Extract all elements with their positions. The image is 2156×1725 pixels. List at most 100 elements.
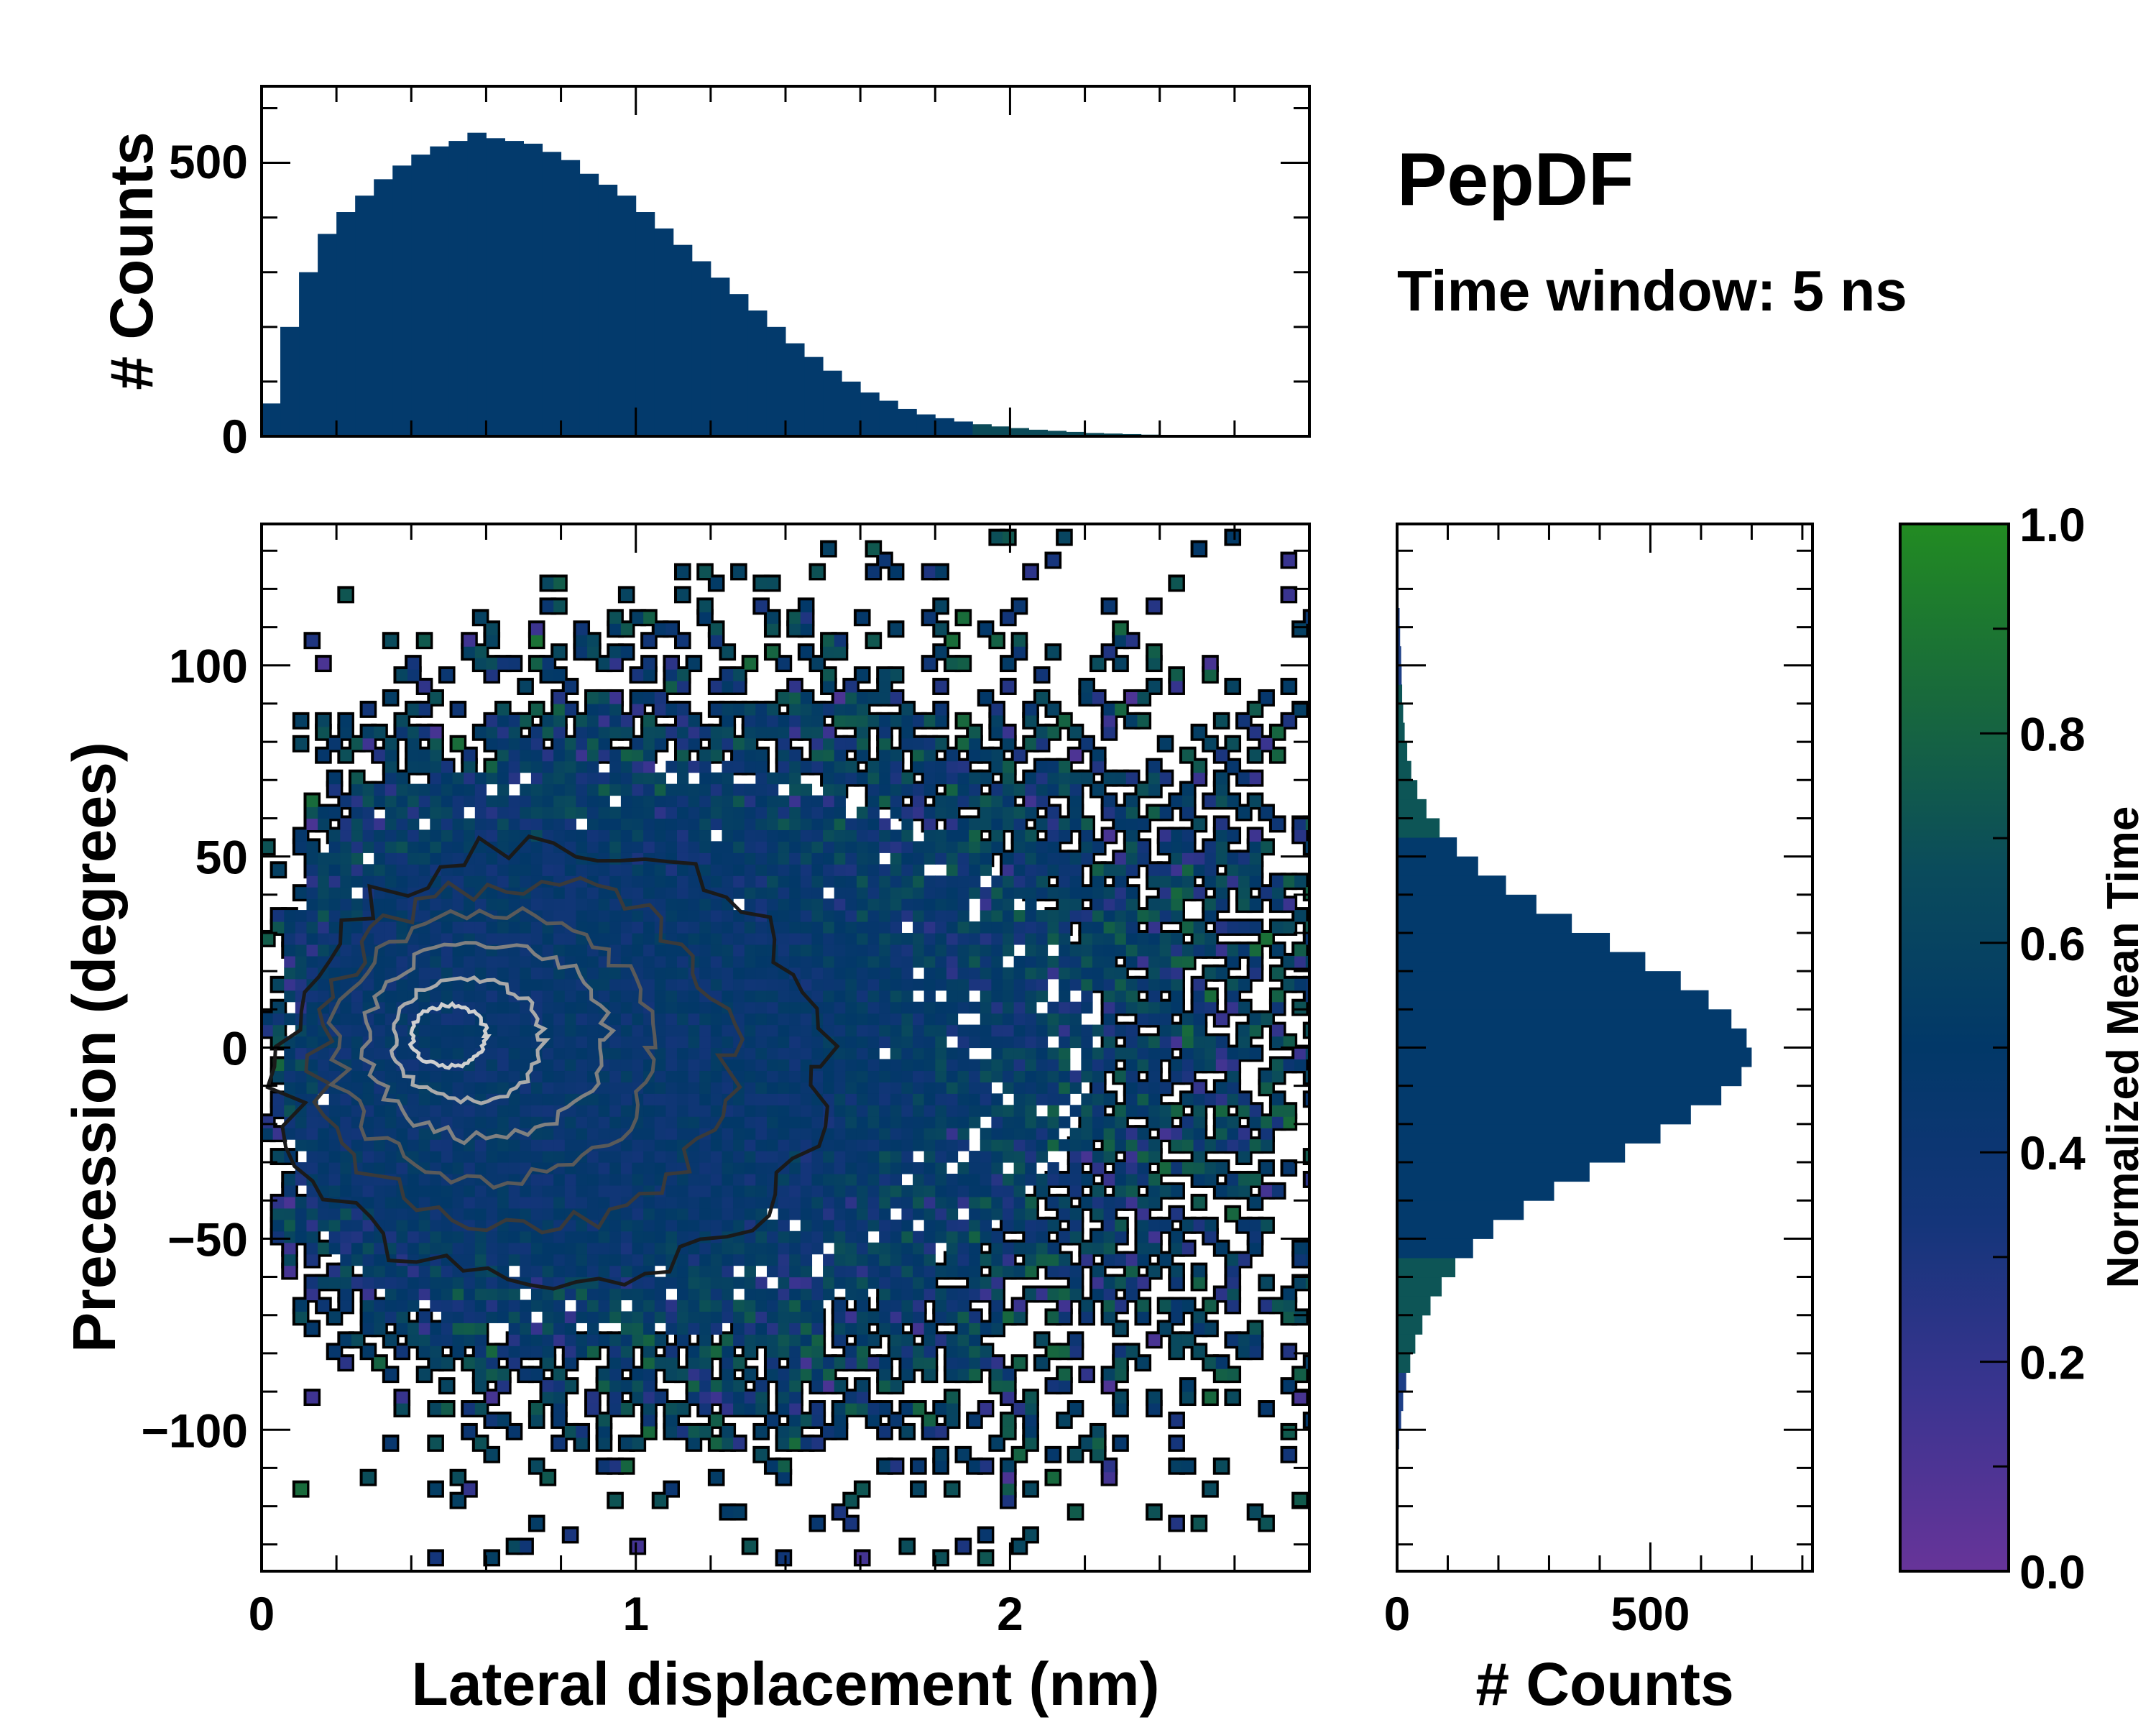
heatmap-cell xyxy=(542,669,554,681)
heatmap-cell xyxy=(665,1368,678,1381)
heatmap-cell xyxy=(351,1230,364,1243)
heatmap-cell xyxy=(766,1322,779,1335)
heatmap-cell xyxy=(654,1013,666,1026)
heatmap-cell xyxy=(328,967,341,980)
heatmap-cell xyxy=(710,932,723,945)
heatmap-cell xyxy=(643,772,655,785)
heatmap-cell xyxy=(766,772,779,785)
heatmap-cell xyxy=(744,1230,756,1243)
heatmap-cell xyxy=(800,1093,813,1105)
heatmap-cell xyxy=(486,623,498,635)
heatmap-cell xyxy=(722,646,734,658)
heatmap-cell xyxy=(328,887,341,899)
heatmap-cell xyxy=(789,829,801,842)
heatmap-cell xyxy=(474,1311,487,1323)
heatmap-cell xyxy=(553,864,566,876)
heatmap-cell xyxy=(744,1116,756,1128)
heatmap-cell xyxy=(441,818,453,831)
heatmap-cell xyxy=(867,566,880,579)
heatmap-cell xyxy=(598,1196,610,1209)
heatmap-cell xyxy=(800,1047,813,1060)
heatmap-cell xyxy=(823,1219,835,1232)
heatmap-cell xyxy=(789,1059,801,1072)
heatmap-cell xyxy=(766,887,779,899)
heatmap-cell xyxy=(542,600,554,612)
heatmap-cell xyxy=(710,783,723,796)
heatmap-cell xyxy=(598,990,610,1003)
heatmap-cell xyxy=(620,1311,633,1323)
heatmap-cell xyxy=(845,1494,857,1507)
heatmap-cell xyxy=(306,910,318,922)
heatmap-cell xyxy=(553,806,566,819)
heatmap-cell xyxy=(722,1392,734,1404)
heatmap-cell xyxy=(632,910,644,922)
heatmap-cell xyxy=(340,864,352,876)
heatmap-cell xyxy=(609,898,622,911)
heatmap-cell xyxy=(845,1276,857,1289)
heatmap-cell xyxy=(766,714,779,727)
heatmap-cell xyxy=(464,1208,476,1220)
heatmap-cell xyxy=(688,1288,700,1301)
heatmap-cell xyxy=(407,978,420,991)
heatmap-cell xyxy=(766,1139,779,1151)
heatmap-cell xyxy=(688,1082,700,1094)
heatmap-cell xyxy=(834,806,846,819)
heatmap-cell xyxy=(295,841,308,853)
heatmap-cell xyxy=(867,910,880,922)
heatmap-cell xyxy=(520,714,532,727)
heatmap-cell xyxy=(778,1437,790,1450)
heatmap-cell xyxy=(396,1219,408,1232)
heatmap-cell xyxy=(856,749,869,762)
heatmap-cell xyxy=(856,691,869,704)
heatmap-cell xyxy=(328,910,341,922)
heatmap-cell xyxy=(665,875,678,888)
heatmap-cell xyxy=(643,1254,655,1266)
heatmap-cell xyxy=(620,589,633,601)
heatmap-cell xyxy=(744,1162,756,1174)
heatmap-cell xyxy=(530,703,543,716)
heatmap-cell xyxy=(654,841,666,853)
heatmap-cell xyxy=(553,577,566,589)
heatmap-cell xyxy=(318,978,330,991)
heatmap-cell xyxy=(564,1070,576,1082)
heatmap-cell xyxy=(856,887,869,899)
heatmap-cell xyxy=(564,944,576,957)
heatmap-cell xyxy=(508,1151,520,1163)
heatmap-cell xyxy=(856,772,869,785)
heatmap-cell xyxy=(699,783,711,796)
heatmap-cell xyxy=(766,1013,779,1026)
heatmap-cell xyxy=(587,1254,599,1266)
heatmap-cell xyxy=(620,806,633,819)
heatmap-cell xyxy=(766,864,779,876)
heatmap-cell xyxy=(486,932,498,945)
heatmap-cell xyxy=(856,714,869,727)
heatmap-cell xyxy=(699,795,711,808)
heatmap-cell xyxy=(879,1311,891,1323)
heatmap-cell xyxy=(418,703,430,716)
heatmap-cell xyxy=(699,1425,711,1438)
heatmap-cell xyxy=(587,1322,599,1335)
heatmap-cell xyxy=(407,829,420,842)
heatmap-cell xyxy=(676,875,689,888)
heatmap-cell xyxy=(789,726,801,739)
heatmap-cell xyxy=(676,703,689,716)
heatmap-cell xyxy=(643,841,655,853)
heatmap-cell xyxy=(766,1334,779,1346)
heatmap-cell xyxy=(722,760,734,773)
heatmap-cell xyxy=(418,1346,430,1358)
heatmap-cell xyxy=(856,1024,869,1037)
heatmap-cell xyxy=(418,806,430,819)
heatmap-cell xyxy=(486,1448,498,1461)
heatmap-cell xyxy=(553,852,566,865)
heatmap-cell xyxy=(295,1196,308,1209)
heatmap-cell xyxy=(688,910,700,922)
heatmap-cell xyxy=(800,703,813,716)
heatmap-cell xyxy=(766,852,779,865)
heatmap-cell xyxy=(789,612,801,624)
heatmap-cell xyxy=(609,1082,622,1094)
heatmap-cell xyxy=(620,1036,633,1049)
heatmap-cell xyxy=(722,1425,734,1438)
heatmap-cell xyxy=(867,1151,880,1163)
heatmap-cell xyxy=(384,1116,397,1128)
heatmap-cell xyxy=(306,990,318,1003)
